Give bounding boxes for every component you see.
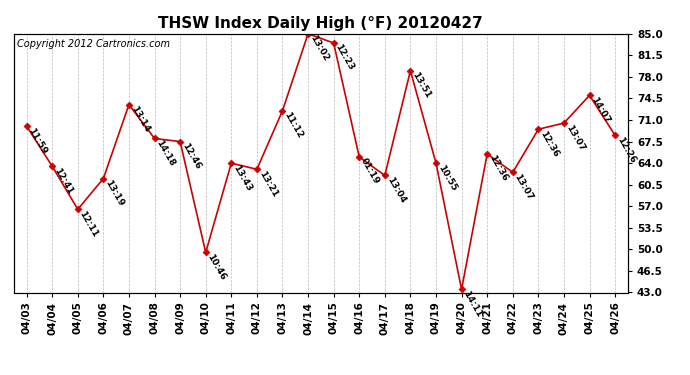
Text: 14:18: 14:18 bbox=[155, 138, 177, 168]
Text: 12:36: 12:36 bbox=[538, 129, 560, 159]
Text: Copyright 2012 Cartronics.com: Copyright 2012 Cartronics.com bbox=[17, 39, 170, 49]
Text: 13:21: 13:21 bbox=[257, 169, 279, 199]
Text: 10:55: 10:55 bbox=[436, 163, 458, 192]
Text: 13:02: 13:02 bbox=[308, 34, 330, 63]
Text: 12:41: 12:41 bbox=[52, 166, 75, 196]
Text: 13:04: 13:04 bbox=[385, 176, 407, 205]
Text: 13:14: 13:14 bbox=[129, 105, 151, 134]
Text: 13:51: 13:51 bbox=[411, 71, 433, 100]
Text: 13:43: 13:43 bbox=[231, 163, 253, 192]
Text: 12:46: 12:46 bbox=[180, 142, 202, 171]
Text: 10:46: 10:46 bbox=[206, 252, 228, 282]
Text: 14:11: 14:11 bbox=[462, 290, 484, 319]
Text: 13:19: 13:19 bbox=[104, 178, 126, 208]
Text: 14:07: 14:07 bbox=[589, 95, 612, 125]
Text: 12:26: 12:26 bbox=[615, 135, 637, 165]
Text: 12:36: 12:36 bbox=[487, 154, 509, 183]
Text: 11:59: 11:59 bbox=[27, 126, 49, 156]
Title: THSW Index Daily High (°F) 20120427: THSW Index Daily High (°F) 20120427 bbox=[159, 16, 483, 31]
Text: 13:07: 13:07 bbox=[564, 123, 586, 152]
Text: 11:12: 11:12 bbox=[282, 111, 304, 140]
Text: 12:23: 12:23 bbox=[334, 43, 356, 72]
Text: 01:19: 01:19 bbox=[359, 157, 382, 186]
Text: 12:11: 12:11 bbox=[78, 209, 100, 238]
Text: 13:07: 13:07 bbox=[513, 172, 535, 202]
